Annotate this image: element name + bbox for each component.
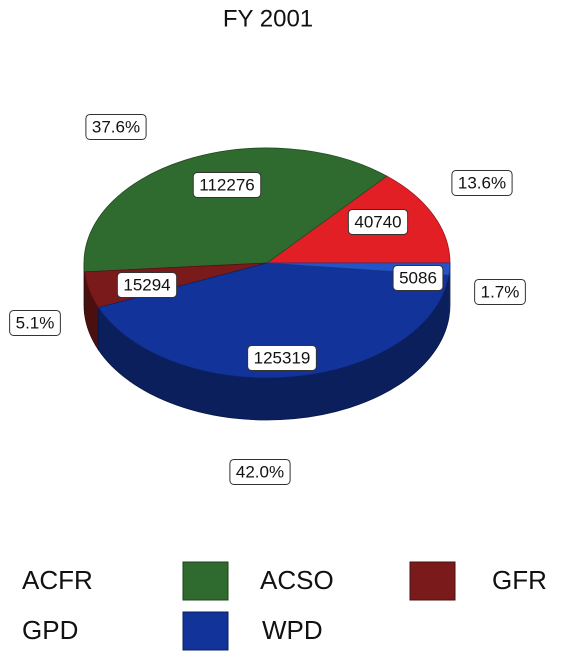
percent-label: 13.6% (458, 173, 506, 192)
percent-label: 5.1% (16, 313, 55, 332)
percent-label: 1.7% (481, 282, 520, 301)
value-label-box (392, 264, 444, 291)
percent-label-box (474, 278, 526, 305)
percent-label-box (229, 458, 291, 485)
percent-label-group: 5.1% (9, 309, 61, 336)
value-label-box (192, 171, 262, 198)
legend-swatch (182, 561, 229, 601)
legend-swatch (182, 611, 229, 651)
percent-label-group: 42.0% (229, 458, 291, 485)
value-label: 125319 (254, 348, 311, 367)
percent-label-group: 1.7% (474, 278, 526, 305)
value-label-group: 40740 (347, 208, 409, 235)
value-label-group: 125319 (247, 344, 317, 371)
percent-label-box (85, 113, 147, 140)
value-label-box (247, 344, 317, 371)
legend-label: GPD (22, 615, 78, 645)
value-label-group: 15294 (116, 271, 178, 298)
legend-label: ACFR (22, 565, 93, 595)
percent-label-box (9, 309, 61, 336)
value-label: 5086 (399, 268, 437, 287)
legend-label: ACSO (260, 565, 334, 595)
percent-label-group: 13.6% (451, 169, 513, 196)
slice (97, 262, 450, 379)
percent-label-group: 37.6% (85, 113, 147, 140)
value-label-group: 5086 (392, 264, 444, 291)
percent-label-box (451, 169, 513, 196)
value-label-box (347, 208, 409, 235)
chart-title: FY 2001 (223, 5, 313, 32)
value-label: 15294 (123, 275, 170, 294)
legend-swatch (409, 561, 456, 601)
percent-label: 37.6% (92, 117, 140, 136)
percent-label: 42.0% (236, 462, 284, 481)
legend-label: WPD (262, 615, 323, 645)
value-label: 112276 (199, 175, 254, 194)
value-label-box (116, 271, 178, 298)
value-label-group: 112276 (192, 171, 262, 198)
slice (83, 147, 388, 273)
value-label: 40740 (354, 212, 401, 231)
legend-label: GFR (492, 565, 547, 595)
